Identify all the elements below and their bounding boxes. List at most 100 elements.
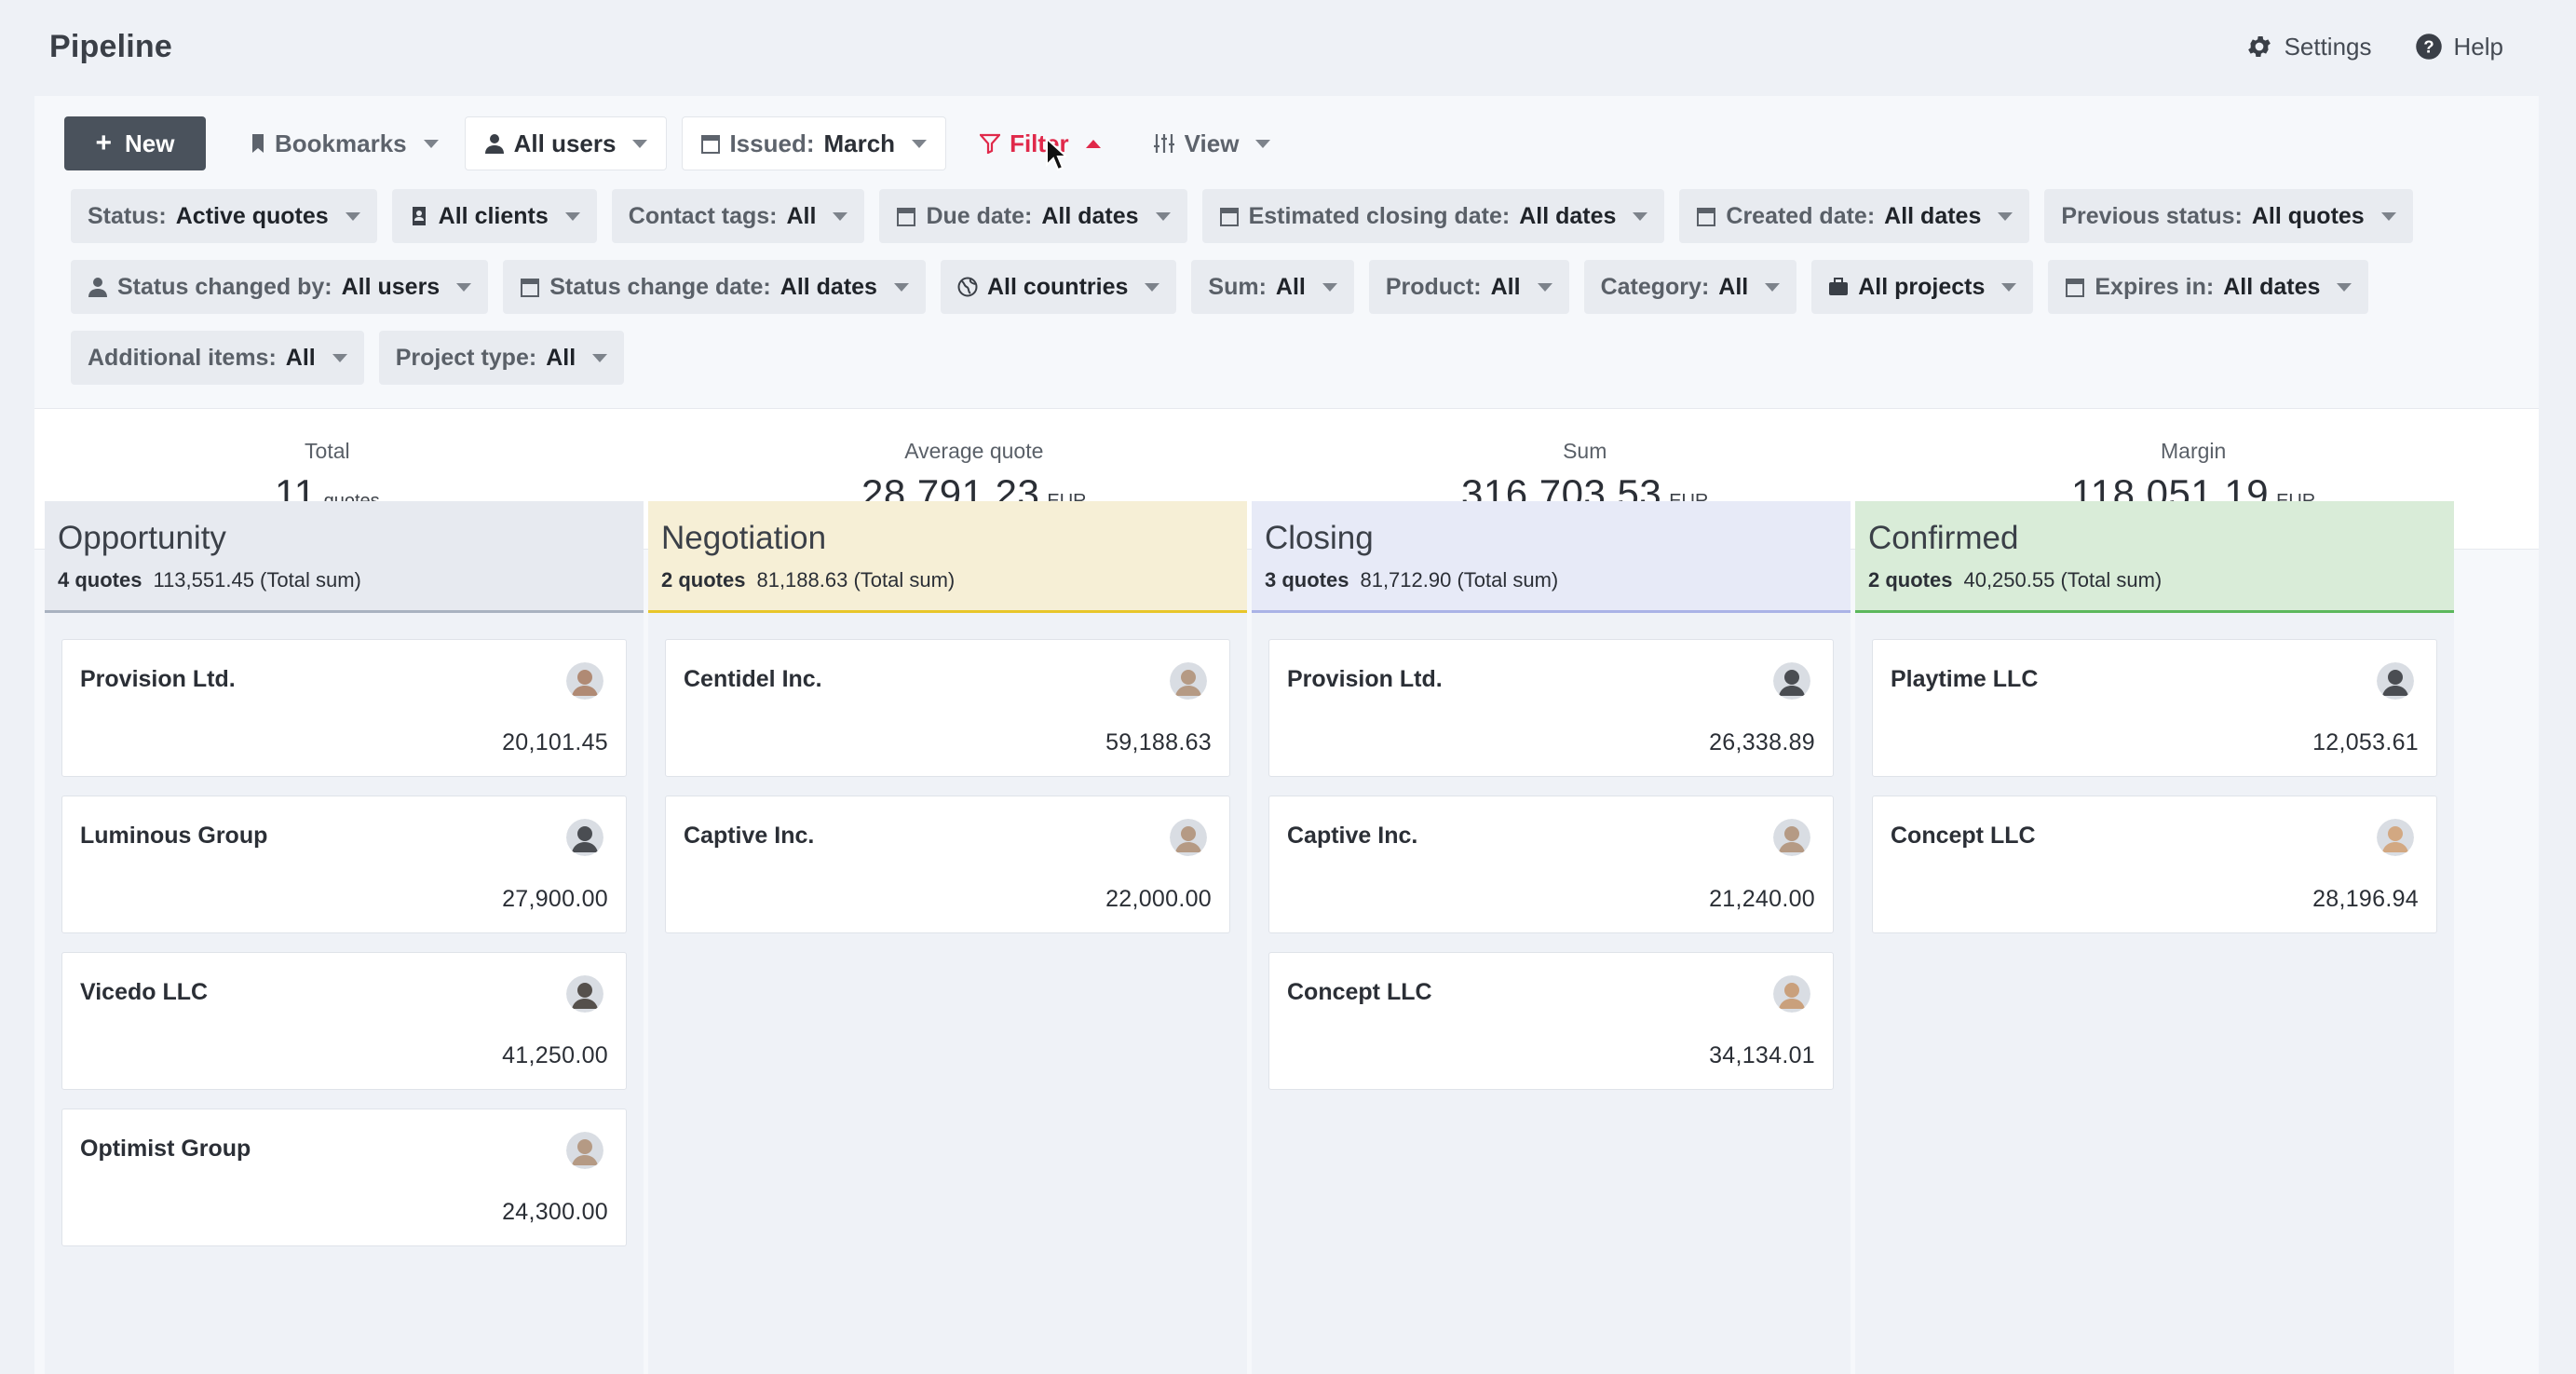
quote-card[interactable]: Concept LLC 34,134.01 bbox=[1268, 952, 1834, 1090]
column-title: Negotiation bbox=[661, 520, 827, 556]
filter-chip[interactable]: Status: Active quotes bbox=[71, 189, 377, 243]
filter-chip[interactable]: Estimated closing date: All dates bbox=[1201, 189, 1665, 243]
avatar[interactable] bbox=[1170, 662, 1207, 700]
avatar[interactable] bbox=[1773, 819, 1810, 856]
quote-card[interactable]: Centidel Inc. 59,188.63 bbox=[665, 639, 1230, 777]
avatar[interactable] bbox=[566, 1132, 603, 1169]
quote-amount: 26,338.89 bbox=[1709, 729, 1815, 755]
pipeline-column: Opportunity 4 quotes 113,551.45 (Total su… bbox=[45, 501, 644, 1374]
card-list: Provision Ltd. 26,338.89 Captive Inc. 21,… bbox=[1252, 613, 1851, 1090]
filter-chip[interactable]: Expires in: All dates bbox=[2048, 260, 2369, 314]
filter-chip[interactable]: All clients bbox=[391, 189, 597, 243]
filter-chip[interactable]: Due date: All dates bbox=[879, 189, 1187, 243]
quote-card[interactable]: Optimist Group 24,300.00 bbox=[61, 1109, 627, 1246]
filter-chip-value: All bbox=[1275, 273, 1306, 300]
help-link[interactable]: ? Help bbox=[2415, 33, 2503, 61]
issued-value: March bbox=[823, 129, 896, 157]
stat-average-label: Average quote bbox=[904, 439, 1044, 463]
filter-chip[interactable]: Project type: All bbox=[378, 331, 625, 385]
filter-chip-label: Product: bbox=[1385, 273, 1482, 300]
new-button-label: New bbox=[125, 129, 175, 157]
plus-icon: + bbox=[95, 128, 113, 158]
filter-chip[interactable]: Product: All bbox=[1368, 260, 1569, 314]
quote-card[interactable]: Captive Inc. 21,240.00 bbox=[1268, 796, 1834, 933]
users-label: All users bbox=[513, 129, 617, 157]
filter-chip-label: Previous status: bbox=[2061, 202, 2243, 229]
column-meta: 3 quotes 81,712.90 (Total sum) bbox=[1265, 568, 1837, 592]
column-title: Closing bbox=[1265, 520, 1374, 556]
quote-client-name: Vicedo LLC bbox=[80, 979, 209, 1005]
quote-amount: 28,196.94 bbox=[2312, 886, 2419, 912]
quote-card[interactable]: Concept LLC 28,196.94 bbox=[1872, 796, 2437, 933]
chevron-down-icon bbox=[893, 282, 909, 292]
stat-sum-label: Sum bbox=[1563, 439, 1607, 463]
filter-chip[interactable]: Status change date: All dates bbox=[503, 260, 926, 314]
avatar[interactable] bbox=[2377, 819, 2414, 856]
avatar[interactable] bbox=[1773, 975, 1810, 1013]
filter-chip-value: All bbox=[1718, 273, 1749, 300]
top-bar: Pipeline Settings ? Help bbox=[0, 0, 2576, 93]
filter-chip[interactable]: All projects bbox=[1811, 260, 2034, 314]
filter-chip[interactable]: Contact tags: All bbox=[611, 189, 865, 243]
filter-chip[interactable]: Additional items: All bbox=[71, 331, 364, 385]
help-icon: ? bbox=[2415, 34, 2442, 60]
filter-chip[interactable]: Sum: All bbox=[1191, 260, 1354, 314]
avatar[interactable] bbox=[1773, 662, 1810, 700]
filter-chip-label: Expires in: bbox=[2095, 273, 2215, 300]
toolbar: + New Bookmarks All users Issued: March … bbox=[64, 116, 1289, 170]
bookmarks-dropdown[interactable]: Bookmarks bbox=[232, 116, 457, 170]
filter-row: Status: Active quotes All clients Contact t… bbox=[71, 189, 2511, 243]
quote-card[interactable]: Provision Ltd. 20,101.45 bbox=[61, 639, 627, 777]
new-button[interactable]: + New bbox=[64, 116, 206, 170]
filter-chip-label: Created date: bbox=[1726, 202, 1876, 229]
avatar[interactable] bbox=[566, 819, 603, 856]
filter-chip-value: All dates bbox=[1519, 202, 1617, 229]
quote-amount: 27,900.00 bbox=[502, 886, 608, 912]
filter-chip[interactable]: Previous status: All quotes bbox=[2044, 189, 2413, 243]
chevron-down-icon bbox=[423, 139, 439, 148]
filter-toggle[interactable]: Filter bbox=[961, 116, 1119, 170]
filter-chip-label: Category: bbox=[1600, 273, 1710, 300]
filter-chip[interactable]: Status changed by: All users bbox=[71, 260, 489, 314]
users-dropdown[interactable]: All users bbox=[464, 116, 668, 170]
settings-link[interactable]: Settings bbox=[2245, 33, 2372, 61]
quote-card[interactable]: Provision Ltd. 26,338.89 bbox=[1268, 639, 1834, 777]
column-header: Opportunity 4 quotes 113,551.45 (Total su… bbox=[45, 501, 644, 613]
chevron-down-icon bbox=[564, 211, 580, 221]
filter-chip-value: All dates bbox=[1884, 202, 1982, 229]
filter-chip-label: Sum: bbox=[1208, 273, 1267, 300]
quote-client-name: Centidel Inc. bbox=[684, 666, 822, 692]
avatar[interactable] bbox=[1170, 819, 1207, 856]
column-header: Closing 3 quotes 81,712.90 (Total sum) bbox=[1252, 501, 1851, 613]
column-count: 3 quotes bbox=[1265, 568, 1349, 592]
avatar[interactable] bbox=[2377, 662, 2414, 700]
quote-card[interactable]: Captive Inc. 22,000.00 bbox=[665, 796, 1230, 933]
quote-card[interactable]: Vicedo LLC 41,250.00 bbox=[61, 952, 627, 1090]
calendar-icon bbox=[1696, 206, 1716, 226]
issued-dropdown[interactable]: Issued: March bbox=[682, 116, 947, 170]
bookmarks-label: Bookmarks bbox=[275, 129, 407, 157]
view-dropdown[interactable]: View bbox=[1134, 116, 1290, 170]
quote-client-name: Provision Ltd. bbox=[1287, 666, 1443, 692]
filter-chip[interactable]: Created date: All dates bbox=[1679, 189, 2030, 243]
quote-card[interactable]: Luminous Group 27,900.00 bbox=[61, 796, 627, 933]
column-count: 2 quotes bbox=[661, 568, 746, 592]
chevron-down-icon bbox=[1145, 282, 1160, 292]
filter-chip-label: Estimated closing date: bbox=[1248, 202, 1511, 229]
avatar[interactable] bbox=[566, 662, 603, 700]
filter-chip-value: All dates bbox=[1041, 202, 1139, 229]
filter-chip-value: All clients bbox=[438, 202, 549, 229]
chevron-down-icon bbox=[2001, 282, 2017, 292]
filter-chip-value: All dates bbox=[2223, 273, 2321, 300]
filter-chip-value: All bbox=[546, 344, 576, 371]
filter-chip-value: All dates bbox=[780, 273, 877, 300]
filter-chip[interactable]: Category: All bbox=[1583, 260, 1797, 314]
filter-chip-label: Project type: bbox=[395, 344, 537, 371]
filter-chip-value: All quotes bbox=[2251, 202, 2365, 229]
avatar[interactable] bbox=[566, 975, 603, 1013]
globe-icon bbox=[957, 277, 978, 297]
quote-client-name: Concept LLC bbox=[1891, 823, 2036, 849]
calendar-icon bbox=[701, 135, 721, 154]
filter-chip[interactable]: All countries bbox=[940, 260, 1177, 314]
quote-card[interactable]: Playtime LLC 12,053.61 bbox=[1872, 639, 2437, 777]
